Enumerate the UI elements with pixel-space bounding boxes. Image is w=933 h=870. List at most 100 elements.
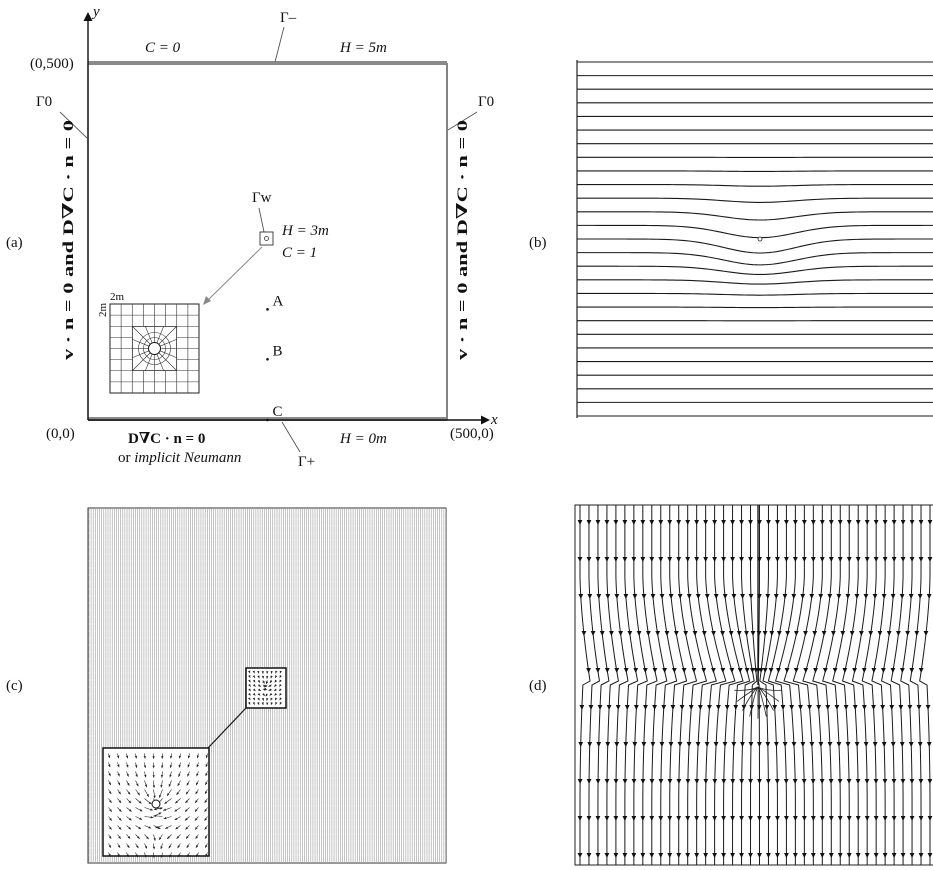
streamline-arrow bbox=[828, 557, 834, 562]
streamline-arrow bbox=[784, 557, 789, 562]
velocity-arrow-head bbox=[186, 836, 189, 839]
streamline bbox=[822, 505, 841, 865]
streamline-arrow bbox=[595, 557, 601, 562]
streamline-arrow bbox=[925, 705, 931, 710]
inset-mesh-radial-line bbox=[145, 353, 153, 371]
streamline-arrow bbox=[793, 668, 799, 673]
streamline-arrow bbox=[627, 631, 633, 636]
velocity-arrow-head bbox=[126, 854, 129, 858]
inset-mesh-radial-line bbox=[132, 326, 151, 345]
streamline-arrow bbox=[784, 816, 789, 821]
streamline-arrow bbox=[886, 631, 892, 636]
velocity-arrow-head bbox=[116, 755, 120, 759]
streamline-arrow bbox=[595, 816, 601, 821]
observation-point-c bbox=[266, 418, 269, 422]
streamline-arrow bbox=[810, 557, 816, 562]
streamline-arrow bbox=[765, 742, 771, 747]
velocity-arrow-head bbox=[117, 782, 121, 786]
velocity-arrow-head bbox=[152, 756, 155, 759]
streamline bbox=[678, 505, 698, 865]
velocity-arrow-head bbox=[139, 808, 143, 812]
streamline-arrow bbox=[640, 520, 646, 525]
streamline-arrow bbox=[818, 594, 824, 599]
streamline-arrow bbox=[581, 631, 587, 636]
streamline-arrow bbox=[685, 779, 691, 784]
streamline-arrow bbox=[899, 594, 905, 599]
streamline-arrow bbox=[882, 557, 888, 562]
streamline-arrow bbox=[757, 779, 762, 784]
streamline-arrow bbox=[832, 668, 838, 673]
streamline-arrow bbox=[918, 557, 924, 562]
streamline-arrow bbox=[604, 557, 610, 562]
well-boundary-name: Γw bbox=[252, 190, 272, 206]
velocity-arrow-head bbox=[109, 826, 112, 830]
velocity-arrow-head bbox=[118, 826, 122, 830]
velocity-arrow-head bbox=[176, 792, 179, 795]
streamline bbox=[909, 505, 922, 865]
streamline-arrow bbox=[855, 853, 861, 858]
streamline-arrow bbox=[632, 594, 638, 599]
streamline-arrow bbox=[846, 557, 852, 562]
streamline-arrow bbox=[926, 742, 932, 747]
streamline-arrow bbox=[800, 742, 806, 747]
velocity-arrow-head bbox=[174, 817, 178, 821]
streamline bbox=[757, 505, 760, 865]
streamline-arrow bbox=[927, 520, 933, 525]
velocity-arrow-head bbox=[248, 697, 251, 701]
streamline-arrow bbox=[750, 631, 756, 636]
streamline-arrow bbox=[712, 520, 718, 525]
streamline-arrow bbox=[757, 816, 762, 821]
streamline-arrow bbox=[577, 520, 583, 525]
streamline-arrow bbox=[677, 742, 683, 747]
velocity-arrow-head bbox=[175, 800, 178, 804]
right-boundary-leader bbox=[447, 111, 478, 131]
streamline-arrow bbox=[862, 705, 867, 710]
inset-velocity-arrows bbox=[107, 753, 209, 858]
streamline-arrow bbox=[900, 816, 906, 821]
streamline-arrow bbox=[881, 668, 886, 673]
streamline-arrow bbox=[918, 779, 924, 784]
observation-label-c: C bbox=[273, 404, 283, 420]
streamline-arrow bbox=[730, 557, 735, 562]
well-icon bbox=[264, 236, 269, 241]
streamline-arrow bbox=[636, 631, 642, 636]
streamline-arrow bbox=[596, 742, 602, 747]
streamline-arrow bbox=[757, 853, 762, 858]
streamline-arrow bbox=[685, 520, 691, 525]
streamline-arrow bbox=[740, 594, 745, 599]
streamline-arrow bbox=[733, 705, 739, 710]
streamline-arrow bbox=[834, 705, 840, 710]
streamline bbox=[871, 505, 886, 865]
streamline-arrow bbox=[712, 779, 718, 784]
inset-size-top: 2m bbox=[110, 291, 125, 303]
streamline-arrow bbox=[909, 816, 915, 821]
streamline-arrow bbox=[801, 853, 807, 858]
streamline-arrow bbox=[837, 557, 843, 562]
inset-mesh-radial-line bbox=[156, 353, 164, 371]
streamline-arrow bbox=[604, 668, 610, 673]
streamline-arrow bbox=[676, 557, 682, 562]
streamline-arrow bbox=[898, 705, 904, 710]
streamline-arrow bbox=[704, 594, 710, 599]
streamline-arrow bbox=[762, 631, 768, 636]
streamline-arrow bbox=[694, 853, 700, 858]
streamline-arrow bbox=[803, 631, 808, 636]
streamline-arrow bbox=[849, 631, 855, 636]
bottom-condition-implicit: implicit Neumann bbox=[134, 450, 241, 466]
streamline-arrow bbox=[852, 668, 857, 673]
velocity-arrow-head bbox=[127, 782, 130, 786]
streamline-arrow bbox=[782, 594, 788, 599]
streamline-arrow bbox=[631, 520, 637, 525]
velocity-arrow-head bbox=[274, 688, 277, 692]
streamline-arrow bbox=[605, 742, 611, 747]
velocity-arrow-head bbox=[257, 670, 260, 674]
streamline bbox=[759, 505, 769, 865]
streamline-arrow bbox=[577, 853, 583, 858]
streamline-arrow bbox=[676, 853, 682, 858]
velocity-arrow-head bbox=[248, 675, 251, 678]
observation-label-b: B bbox=[273, 343, 283, 359]
streamline-arrow bbox=[863, 594, 869, 599]
streamline-arrow bbox=[633, 705, 639, 710]
streamline-arrow bbox=[622, 779, 628, 784]
streamline-arrow bbox=[766, 853, 771, 858]
